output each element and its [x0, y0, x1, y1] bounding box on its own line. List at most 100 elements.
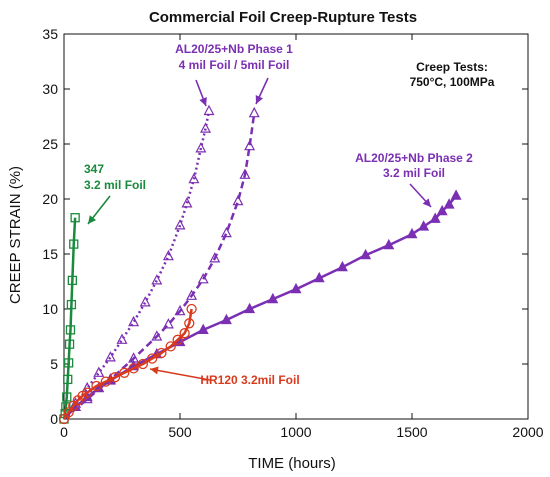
annotation-phase2-line-1: 3.2 mil Foil: [383, 166, 445, 180]
data-point: [109, 372, 121, 383]
data-point: [360, 248, 372, 260]
y-tick-label: 25: [42, 136, 58, 152]
data-point: [93, 366, 105, 377]
y-tick-label: 30: [42, 81, 58, 97]
data-point: [63, 358, 74, 368]
chart-title: Commercial Foil Creep-Rupture Tests: [149, 9, 417, 26]
data-point: [179, 328, 190, 339]
arrow-shaft: [149, 368, 211, 381]
data-point: [186, 289, 198, 300]
data-point: [64, 339, 75, 349]
data-point: [174, 304, 186, 316]
data-point: [267, 292, 279, 304]
x-tick-label: 1500: [396, 424, 427, 440]
data-point: [100, 376, 111, 387]
y-tick-label: 15: [42, 246, 58, 262]
series-line: [63, 110, 211, 420]
creep-tests-label: Creep Tests:: [416, 60, 488, 74]
series-line: [63, 113, 256, 420]
annotation-layer: 347 3.2 mil Foil AL20/25+Nb Phase 1 4 mil F…: [84, 42, 473, 387]
data-point: [91, 380, 102, 392]
arrow-hr120: [149, 366, 211, 381]
data-point: [139, 296, 151, 307]
data-point: [62, 392, 72, 402]
y-tick-label: 20: [42, 191, 58, 207]
annotation-a347-line-1: 3.2 mil Foil: [84, 178, 146, 192]
data-point: [244, 302, 256, 314]
data-point: [70, 213, 80, 223]
arrow-head: [199, 97, 207, 106]
data-point: [119, 367, 130, 378]
data-point: [69, 239, 79, 249]
data-point: [162, 318, 174, 329]
data-point: [162, 249, 174, 261]
data-point: [220, 313, 232, 325]
annotation-hr120-line-0: HR120 3.2mil Foil: [200, 373, 299, 387]
series-s347: [59, 213, 80, 424]
data-point: [82, 387, 93, 398]
arrow-head: [422, 198, 431, 207]
data-point: [200, 122, 212, 133]
data-point: [128, 363, 139, 374]
annotation-phase2-line-0: AL20/25+Nb Phase 2: [355, 151, 473, 165]
data-point: [184, 318, 195, 329]
series-phase1_4mil: [63, 104, 215, 420]
axis-ticks: 0 500 1000 1500 2000 0 5 10 15 20 25 30 35: [42, 26, 543, 440]
data-point: [244, 139, 256, 151]
data-point: [195, 142, 207, 153]
data-point: [156, 347, 167, 359]
x-tick-label: 2000: [512, 424, 543, 440]
data-point: [383, 238, 395, 250]
series-line: [62, 308, 193, 420]
data-point: [147, 353, 158, 364]
data-point: [104, 351, 116, 362]
x-axis-label: TIME (hours): [248, 455, 336, 472]
x-tick-label: 500: [168, 424, 192, 440]
arrow-phase2: [409, 183, 432, 208]
arrow-phase1-4mil: [195, 79, 207, 107]
data-point: [203, 104, 215, 116]
data-point: [174, 219, 186, 230]
data-point: [61, 402, 71, 412]
data-point: [232, 194, 244, 206]
data-point: [290, 282, 302, 294]
data-point: [248, 106, 260, 118]
series-phase2: [63, 189, 462, 420]
data-point: [197, 323, 209, 334]
data-point: [406, 227, 418, 239]
data-point: [137, 358, 149, 370]
annotation-phase1-line-0: AL20/25+Nb Phase 1: [175, 42, 293, 56]
data-point: [188, 172, 200, 184]
y-axis-label: CREEP STRAIN (%): [7, 166, 24, 304]
data-point: [165, 341, 176, 352]
data-point: [65, 325, 76, 335]
data-point: [151, 274, 163, 285]
data-point: [197, 273, 209, 284]
data-point: [336, 260, 348, 272]
data-point: [128, 315, 140, 327]
data-point: [67, 275, 78, 286]
arrow-head: [150, 366, 159, 375]
y-tick-label: 10: [42, 301, 58, 317]
data-point: [418, 220, 430, 231]
data-point: [63, 374, 73, 385]
data-point: [116, 333, 128, 344]
series-hr120: [58, 303, 197, 425]
data-point: [443, 198, 455, 209]
annotation-phase1-line-1: 4 mil Foil / 5mil Foil: [179, 58, 290, 72]
data-point: [239, 168, 251, 179]
x-tick-label: 0: [60, 424, 68, 440]
data-point: [209, 252, 221, 263]
creep-conditions-label: 750°C, 100MPa: [410, 75, 495, 89]
data-point: [450, 189, 462, 200]
arrow-head: [255, 95, 263, 104]
y-tick-label: 35: [42, 26, 58, 42]
data-point: [186, 303, 197, 315]
data-point: [220, 226, 232, 238]
arrow-phase1-5mil: [255, 77, 269, 105]
series-phase1_5mil: [63, 106, 260, 420]
arrow-347: [87, 195, 111, 225]
data-point: [172, 334, 183, 345]
annotation-a347-line-0: 347: [84, 162, 104, 176]
